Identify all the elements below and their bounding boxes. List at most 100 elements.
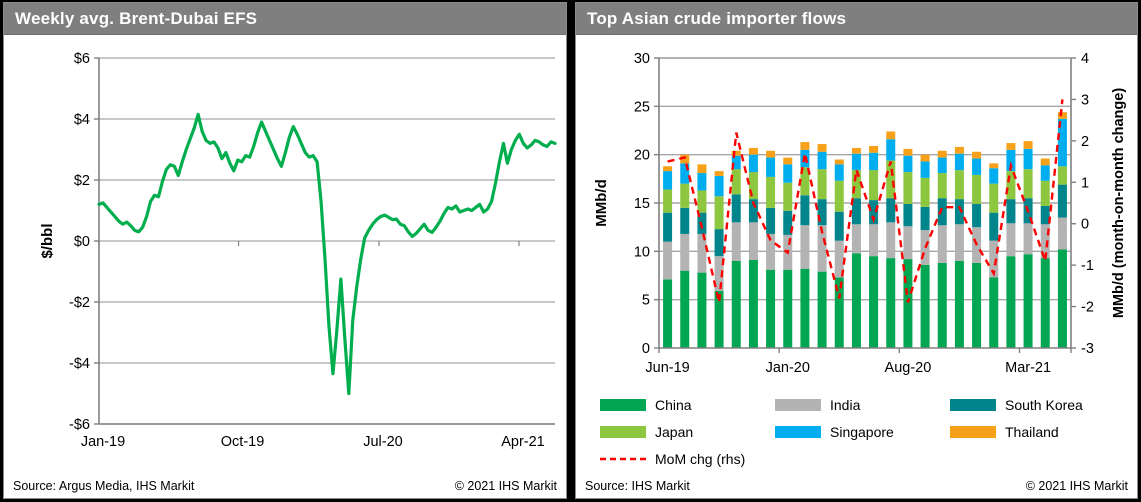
bar-segment	[1023, 223, 1033, 255]
bar-segment	[817, 144, 827, 152]
legend-item-thailand: Thailand	[950, 424, 1125, 440]
bar-segment	[800, 225, 810, 269]
bar-segment	[697, 233, 707, 273]
bar-segment	[663, 241, 673, 280]
legend-label: Thailand	[1005, 423, 1059, 440]
left-gridlines	[99, 57, 555, 425]
bar-segment	[937, 198, 947, 226]
right-x-tick-label: Aug-20	[885, 360, 932, 376]
bar-segment	[1040, 165, 1050, 181]
bar-segment	[937, 150, 947, 158]
bar-segment	[1006, 199, 1016, 224]
bar-segment	[697, 190, 707, 213]
bar-segment	[972, 174, 982, 204]
bar-segment	[766, 207, 776, 234]
bars-singapore	[663, 118, 1067, 197]
left-y-tick-label: $2	[74, 173, 90, 189]
bar-segment	[1057, 118, 1067, 167]
bar-segment	[920, 264, 930, 348]
bar-segment	[714, 256, 724, 291]
bar-segment	[869, 145, 879, 153]
bar-segment	[1040, 224, 1050, 259]
bar-segment	[817, 169, 827, 200]
right-chart-left-tick-label: 10	[634, 244, 650, 260]
bar-segment	[834, 277, 844, 348]
bar-segment	[886, 258, 896, 348]
legend-item-south-korea: South Korea	[950, 397, 1125, 413]
bar-segment	[663, 171, 673, 190]
bar-segment	[1040, 180, 1050, 206]
bar-segment	[954, 146, 964, 154]
bar-segment	[989, 212, 999, 241]
bar-segment	[680, 270, 690, 348]
bar-segment	[1023, 141, 1033, 149]
bar-segment	[680, 207, 690, 234]
bar-segment	[800, 167, 810, 196]
bar-segment	[731, 194, 741, 223]
bar-segment	[886, 222, 896, 259]
bar-segment	[851, 198, 861, 225]
bar-segment	[731, 222, 741, 261]
right-chart-right-tick-label: 4	[1081, 51, 1089, 67]
right-chart-right-tick-label: 1	[1081, 175, 1089, 191]
right-x-tick-label: Jun-19	[645, 360, 689, 376]
bar-segment	[920, 177, 930, 207]
right-chart-left-tick-label: 25	[634, 99, 650, 115]
bar-segment	[954, 199, 964, 225]
legend-label: South Korea	[1005, 396, 1083, 413]
bar-segment	[766, 150, 776, 158]
right-chart-left-tick-label: 30	[634, 51, 650, 67]
right-x-tick-label: Jan-20	[766, 360, 810, 376]
bar-segment	[954, 170, 964, 200]
right-copyright: © 2021 IHS Markit	[1025, 479, 1128, 493]
bar-segment	[954, 153, 964, 171]
bar-segment	[937, 262, 947, 348]
right-chart-left-tick-label: 5	[642, 293, 650, 309]
legend-item-india: India	[775, 397, 950, 413]
bar-segment	[903, 172, 913, 204]
bar-segment	[680, 163, 690, 184]
right-chart-left-tick-label: 0	[642, 341, 650, 357]
legend-item-japan: Japan	[600, 424, 775, 440]
left-y-axis-title: $/bbl	[39, 223, 56, 258]
bar-segment	[954, 261, 964, 348]
bar-segment	[903, 259, 913, 348]
legend-swatch	[600, 425, 646, 438]
mom-change-line	[667, 99, 1064, 303]
right-chart-right-tick-label: 3	[1081, 92, 1089, 108]
bar-segment	[817, 151, 827, 170]
right-chart-left-tick-label: 15	[634, 196, 650, 212]
bar-segment	[989, 168, 999, 184]
bar-segment	[869, 200, 879, 225]
legend-item-mom-chg--rhs: MoM chg (rhs)	[600, 451, 775, 467]
bars-india	[663, 217, 1067, 291]
bar-segment	[937, 173, 947, 199]
bar-segment	[834, 240, 844, 278]
bar-segment	[1057, 112, 1067, 119]
bar-segment	[697, 272, 707, 348]
bar-segment	[1057, 217, 1067, 250]
importer-flows-chart: 0 5 10 15 20 25 30 -3 -2 -1 0 1 2 3 4 Jun-19 Jan-20 Aug-2…	[593, 51, 1127, 376]
bar-segment	[886, 131, 896, 140]
bar-segment	[748, 199, 758, 223]
bar-segment	[714, 290, 724, 348]
bar-segment	[783, 182, 793, 211]
bar-segment	[748, 147, 758, 155]
right-chart-right-tick-label: -1	[1081, 258, 1094, 274]
bar-segment	[869, 224, 879, 257]
importer-flows-legend: China India South Korea Japan Singapore Thail…	[600, 391, 1133, 472]
bar-segment	[989, 277, 999, 348]
bar-segment	[834, 164, 844, 181]
bar-segment	[1057, 249, 1067, 348]
bar-segment	[800, 142, 810, 150]
bar-segment	[972, 203, 982, 228]
right-footer: Source: IHS Markit © 2021 IHS Markit	[585, 476, 1128, 493]
bar-segment	[903, 155, 913, 173]
left-x-tick-label: Jul-20	[363, 434, 403, 450]
left-x-tick-label: Oct-19	[221, 434, 265, 450]
bar-segment	[817, 199, 827, 226]
legend-dash-swatch	[600, 457, 646, 460]
left-y-tick-label: -$2	[69, 295, 90, 311]
bar-segment	[920, 154, 930, 162]
